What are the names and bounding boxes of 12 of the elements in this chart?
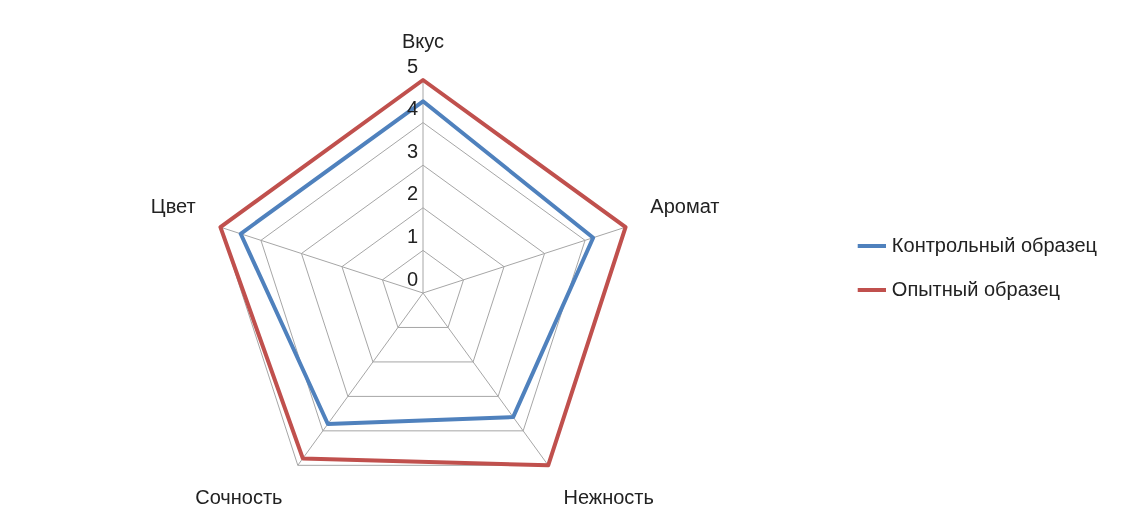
y-tick-label: 3 [406,139,418,162]
spoke-label: Сочность [195,485,283,508]
y-tick-label: 1 [406,224,418,247]
legend-label: Опытный образец [891,277,1061,300]
y-tick-label: 2 [406,182,418,205]
y-tick-label: 0 [406,267,418,290]
spoke-label: Вкус [401,29,445,52]
spoke-label: Нежность [563,485,654,508]
spoke-label: Цвет [150,194,196,217]
legend-label: Контрольный образец [891,233,1098,256]
y-tick-label: 5 [406,54,418,77]
spoke-label: Аромат [650,194,720,217]
